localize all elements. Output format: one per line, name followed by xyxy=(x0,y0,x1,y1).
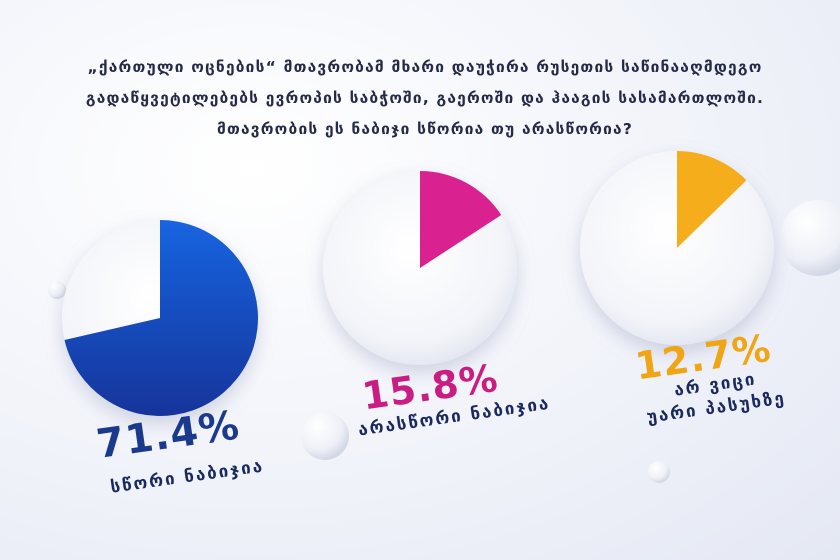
pie-slice xyxy=(64,220,258,416)
question-line: „ქართული ოცნების“ მთავრობამ მხარი დაუჭირ… xyxy=(87,58,763,76)
slice-percent-label: 71.4% xyxy=(94,402,243,468)
question-text: „ქართული ოცნების“ მთავრობამ მხარი დაუჭირ… xyxy=(40,52,810,145)
pie-chart xyxy=(323,171,517,365)
pie-slice xyxy=(677,151,747,248)
decor-sphere xyxy=(48,281,66,299)
pie-slice xyxy=(420,171,502,268)
decor-sphere xyxy=(780,200,840,276)
decor-sphere xyxy=(301,412,349,460)
pie-chart xyxy=(580,151,774,345)
question-line: მთავრობის ეს ნაბიჯი სწორია თუ არასწორია? xyxy=(216,120,634,138)
decor-sphere xyxy=(648,461,670,483)
question-line: გადაწყვეტილებებს ევროპის საბჭოში, გაეროშ… xyxy=(85,89,765,107)
pie-chart xyxy=(62,220,258,416)
